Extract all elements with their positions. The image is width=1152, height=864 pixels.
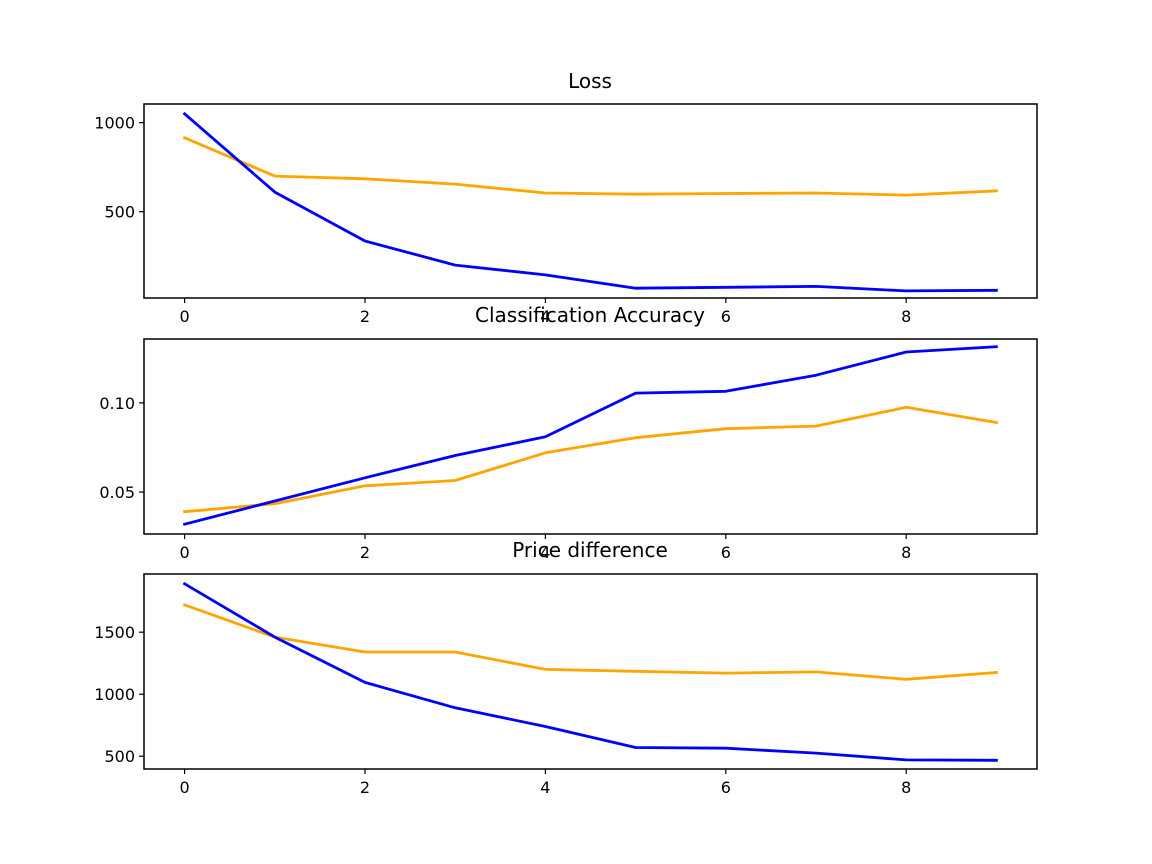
accuracy-chart-panel: 0 2 4 6 8 0.05 0.10 Classification Accuracy bbox=[99, 303, 1038, 562]
loss-x-tick-label: 4 bbox=[540, 307, 550, 326]
accuracy-orange-series-line bbox=[183, 405, 999, 514]
price-difference-y-tick-label: 500 bbox=[104, 747, 135, 766]
accuracy-y-tick-label: 0.05 bbox=[99, 483, 135, 502]
price-difference-x-tick-label: 6 bbox=[721, 778, 731, 797]
accuracy-chart-title: Classification Accuracy bbox=[475, 303, 705, 327]
loss-chart-panel: 0 2 4 6 8 500 1000 Loss bbox=[94, 69, 1038, 326]
price-difference-y-tick-label: 1000 bbox=[94, 685, 135, 704]
accuracy-x-tick-label: 4 bbox=[540, 543, 550, 562]
loss-x-tick-label: 8 bbox=[901, 307, 911, 326]
accuracy-axes-frame bbox=[143, 338, 1038, 535]
loss-y-tick-label: 1000 bbox=[94, 114, 135, 133]
loss-chart-title: Loss bbox=[568, 69, 612, 93]
price-difference-orange-series-line bbox=[182, 603, 998, 681]
price-difference-y-tick-label: 1500 bbox=[94, 623, 135, 642]
price-difference-x-tick-label: 8 bbox=[901, 778, 911, 797]
accuracy-x-tick-label: 0 bbox=[179, 543, 189, 562]
accuracy-y-tick-label: 0.10 bbox=[99, 394, 135, 413]
loss-axes-frame bbox=[143, 103, 1038, 299]
price-difference-chart-title: Price difference bbox=[512, 538, 668, 562]
loss-x-tick-label: 6 bbox=[721, 307, 731, 326]
accuracy-x-tick-label: 8 bbox=[901, 543, 911, 562]
loss-blue-series-line bbox=[182, 111, 998, 293]
loss-orange-series-line bbox=[182, 135, 998, 197]
price-difference-blue-series-line bbox=[182, 581, 998, 762]
accuracy-x-tick-label: 6 bbox=[721, 543, 731, 562]
price-difference-axes-frame bbox=[143, 573, 1038, 770]
price-difference-chart-panel: 0 2 4 6 8 500 1000 1500 Price difference bbox=[94, 538, 1038, 797]
loss-x-tick-label: 2 bbox=[360, 307, 370, 326]
price-difference-x-tick-label: 2 bbox=[360, 778, 370, 797]
accuracy-blue-series-line bbox=[182, 345, 998, 526]
accuracy-x-tick-label: 2 bbox=[360, 543, 370, 562]
loss-x-tick-label: 0 bbox=[179, 307, 189, 326]
loss-y-tick-label: 500 bbox=[104, 203, 135, 222]
price-difference-x-tick-label: 4 bbox=[540, 778, 550, 797]
price-difference-x-tick-label: 0 bbox=[179, 778, 189, 797]
